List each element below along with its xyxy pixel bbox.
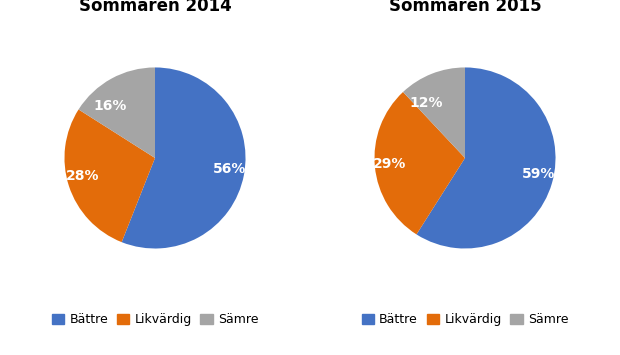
Legend: Bättre, Likvärdig, Sämre: Bättre, Likvärdig, Sämre — [46, 308, 264, 331]
Wedge shape — [374, 92, 465, 234]
Text: 16%: 16% — [93, 99, 126, 113]
Wedge shape — [122, 67, 246, 248]
Text: 12%: 12% — [410, 96, 443, 110]
Wedge shape — [79, 67, 155, 158]
Legend: Bättre, Likvärdig, Sämre: Bättre, Likvärdig, Sämre — [356, 308, 574, 331]
Wedge shape — [64, 109, 155, 242]
Wedge shape — [403, 67, 465, 158]
Title: Sommaren 2015: Sommaren 2015 — [389, 0, 541, 15]
Title: Sommaren 2014: Sommaren 2014 — [79, 0, 231, 15]
Text: 28%: 28% — [66, 169, 99, 183]
Text: 29%: 29% — [373, 157, 407, 170]
Text: 56%: 56% — [213, 162, 246, 176]
Text: 59%: 59% — [521, 168, 555, 181]
Wedge shape — [417, 67, 556, 248]
